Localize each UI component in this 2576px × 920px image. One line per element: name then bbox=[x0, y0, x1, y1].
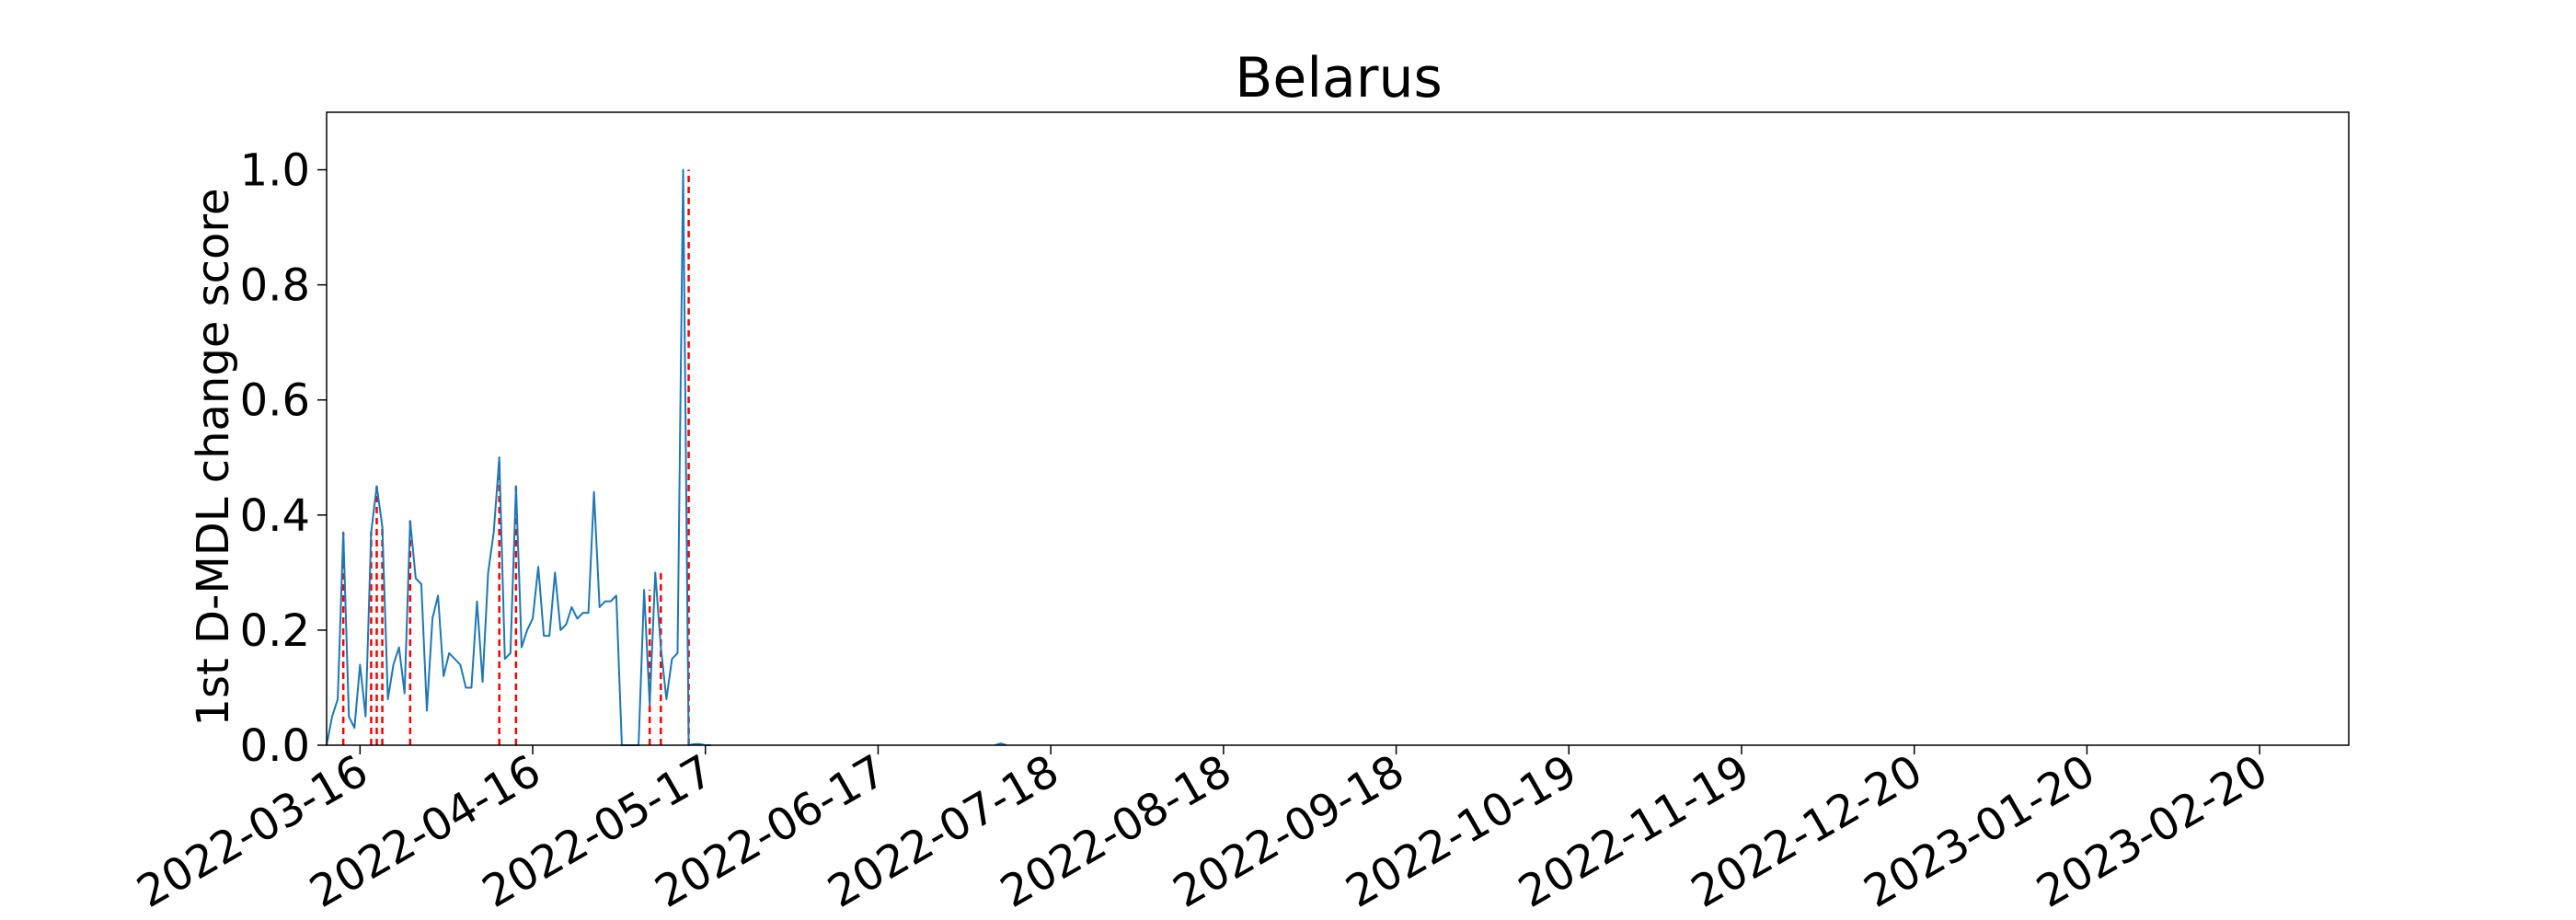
y-tick-label: 0.4 bbox=[240, 490, 310, 542]
y-tick-label: 0.6 bbox=[240, 375, 310, 427]
y-axis-label: 1st D-MDL change score bbox=[188, 188, 239, 726]
axes-frame bbox=[326, 111, 2350, 746]
chart-title: Belarus bbox=[1235, 46, 1442, 110]
y-tick-label: 0.2 bbox=[240, 605, 310, 657]
x-axis: 2022-03-162022-04-162022-05-172022-06-17… bbox=[129, 745, 2276, 918]
y-axis: 0.0 0.2 0.4 0.6 0.8 1.0 bbox=[240, 145, 327, 772]
y-tick-label: 0.0 bbox=[240, 720, 310, 772]
series-line bbox=[327, 170, 2349, 745]
y-tick-label: 1.0 bbox=[240, 145, 310, 197]
y-tick-label: 0.8 bbox=[240, 260, 310, 312]
plot-area bbox=[327, 170, 2349, 745]
